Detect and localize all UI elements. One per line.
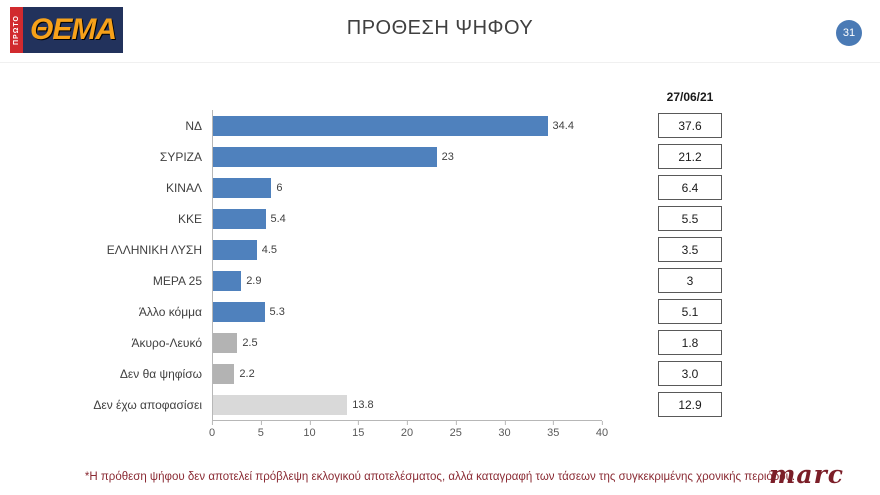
bar — [213, 208, 266, 229]
x-axis-ticks: 0 5 10 15 20 25 30 35 40 — [208, 421, 608, 447]
comparison-column: 27/06/21 37.6 21.2 6.4 5.5 3.5 3 5.1 1.8 3.0 12.9 — [658, 84, 722, 447]
x-tick-label: 10 — [303, 421, 316, 439]
x-tick-label: 0 — [208, 421, 216, 439]
bar-row: 2.9 — [213, 265, 602, 296]
x-tick-label: 30 — [498, 421, 511, 439]
bar — [213, 332, 238, 353]
x-tick-label: 5 — [257, 421, 264, 439]
x-tick-label: 15 — [352, 421, 365, 439]
bar-value-label: 5.4 — [270, 212, 286, 225]
comparison-value-box: 3 — [658, 268, 722, 293]
comparison-date-header: 27/06/21 — [666, 90, 714, 104]
bar-row: 4.5 — [213, 234, 602, 265]
bar — [213, 146, 437, 167]
comparison-value-box: 37.6 — [658, 113, 722, 138]
bar-row: 2.2 — [213, 358, 602, 389]
marc-logo: marc — [768, 460, 844, 489]
bar-row: 34.4 — [213, 110, 602, 141]
category-label: ΕΛΛΗΝΙΚΗ ΛΥΣΗ — [106, 242, 202, 257]
bar-row: 5.3 — [213, 296, 602, 327]
x-tick-label: 25 — [449, 421, 462, 439]
bar-chart: ΝΔ ΣΥΡΙΖΑ ΚΙΝΑΛ ΚΚΕ ΕΛΛΗΝΙΚΗ ΛΥΣΗ ΜΕΡΑ 25 Άλλο… — [62, 84, 608, 447]
bar — [213, 394, 348, 415]
x-tick-label: 35 — [547, 421, 560, 439]
bar-row: 6 — [213, 172, 602, 203]
plot-area: 34.4 23 6 5.4 4.5 2.9 5.3 2.5 2.2 13.8 — [212, 110, 602, 421]
header: ΠΡΩΤΟ ΘΕΜΑ ΠΡΟΘΕΣΗ ΨΗΦΟΥ 31 — [0, 0, 880, 63]
bar — [213, 177, 272, 198]
bar-row: 5.4 — [213, 203, 602, 234]
comparison-value-box: 6.4 — [658, 175, 722, 200]
bar-value-label: 2.5 — [242, 336, 258, 349]
bar-row: 13.8 — [213, 389, 602, 420]
bar-value-label: 34.4 — [552, 119, 574, 132]
category-label: ΣΥΡΙΖΑ — [159, 149, 202, 164]
category-label: ΚΚΕ — [177, 211, 202, 226]
page-number-badge: 31 — [836, 20, 862, 46]
category-label: Άλλο κόμμα — [138, 304, 202, 319]
bar — [213, 115, 548, 136]
bar-value-label: 2.9 — [246, 274, 262, 287]
bar-value-label: 5.3 — [269, 305, 285, 318]
category-labels: ΝΔ ΣΥΡΙΖΑ ΚΙΝΑΛ ΚΚΕ ΕΛΛΗΝΙΚΗ ΛΥΣΗ ΜΕΡΑ 25 Άλλο… — [62, 84, 212, 447]
bar — [213, 270, 242, 291]
category-label: ΝΔ — [185, 118, 202, 133]
bar-row: 2.5 — [213, 327, 602, 358]
category-label: ΜΕΡΑ 25 — [152, 273, 202, 288]
x-tick-label: 40 — [595, 421, 609, 439]
category-label: Δεν θα ψηφίσω — [119, 366, 202, 381]
comparison-value-box: 12.9 — [658, 392, 722, 417]
labels-top-spacer — [62, 84, 212, 110]
bar — [213, 363, 235, 384]
category-label: Άκυρο-Λευκό — [131, 335, 202, 350]
comparison-value-box: 5.5 — [658, 206, 722, 231]
bar-value-label: 2.2 — [239, 367, 255, 380]
page-title: ΠΡΟΘΕΣΗ ΨΗΦΟΥ — [346, 17, 534, 39]
protothema-logo: ΠΡΩΤΟ ΘΕΜΑ — [10, 7, 123, 53]
x-tick-label: 20 — [400, 421, 414, 439]
category-label: ΚΙΝΑΛ — [165, 180, 202, 195]
comparison-value-box: 5.1 — [658, 299, 722, 324]
plot-wrap: 34.4 23 6 5.4 4.5 2.9 5.3 2.5 2.2 13.8 0 5 10 15 20 25… — [208, 84, 608, 447]
category-label: Δεν έχω αποφασίσει — [93, 397, 202, 412]
comparison-value-box: 3.0 — [658, 361, 722, 386]
bar-value-label: 6 — [276, 181, 283, 194]
footnote: *Η πρόθεση ψήφου δεν αποτελεί πρόβλεψη ε… — [84, 471, 796, 483]
comparison-value-box: 21.2 — [658, 144, 722, 169]
plot-top-spacer — [212, 84, 602, 110]
logo-main-box: ΘΕΜΑ — [23, 7, 123, 53]
comparison-value-box: 3.5 — [658, 237, 722, 262]
logo-main-text: ΘΕΜΑ — [30, 13, 117, 46]
bar-value-label: 4.5 — [261, 243, 278, 256]
bar — [213, 301, 265, 322]
bar-value-label: 13.8 — [352, 398, 374, 411]
bar-value-label: 23 — [441, 150, 454, 163]
bar-row: 23 — [213, 141, 602, 172]
chart-area: ΝΔ ΣΥΡΙΖΑ ΚΙΝΑΛ ΚΚΕ ΕΛΛΗΝΙΚΗ ΛΥΣΗ ΜΕΡΑ 25 Άλλο… — [62, 84, 722, 447]
bar — [213, 239, 257, 260]
comparison-value-box: 1.8 — [658, 330, 722, 355]
